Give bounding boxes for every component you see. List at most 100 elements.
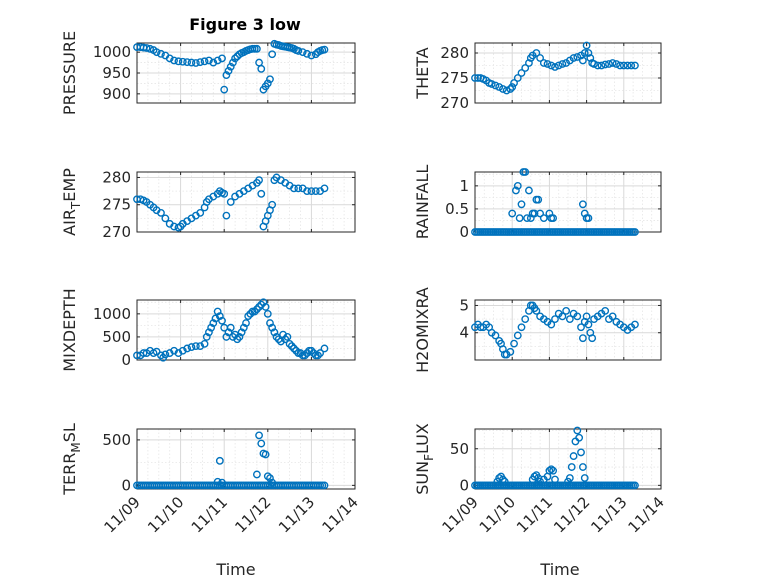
data-point [205, 328, 213, 337]
data-point [558, 312, 567, 321]
data-point [512, 186, 520, 195]
data-point [157, 209, 165, 217]
data-point [495, 474, 504, 482]
data-point [263, 309, 272, 318]
data-point [215, 312, 224, 321]
data-point [631, 228, 639, 236]
data-point [191, 342, 200, 351]
data-point [255, 431, 263, 440]
data-point [582, 41, 591, 50]
data-point [584, 214, 593, 223]
data-point [257, 300, 266, 309]
data-point [543, 60, 552, 68]
data-point [218, 54, 226, 63]
data-point [513, 74, 522, 82]
y-tick-label: 0 [459, 476, 469, 494]
data-point [133, 351, 141, 360]
axes-box [474, 42, 662, 104]
data-point [530, 209, 539, 218]
y-tick-label: 0 [121, 351, 131, 369]
data-point [307, 51, 316, 60]
data-point [178, 346, 187, 355]
data-point [495, 83, 504, 91]
data-point [268, 200, 277, 209]
y-axis-label: THETA [413, 47, 432, 99]
data-point [590, 60, 598, 68]
data-point [222, 71, 231, 79]
x-tick-label: 11/12 [550, 493, 593, 536]
data-point [569, 54, 578, 62]
data-point [314, 351, 322, 360]
data-point [146, 44, 154, 53]
data-point [178, 57, 187, 66]
data-point [605, 60, 613, 68]
data-point [266, 474, 274, 482]
x-tick-label: 11/14 [625, 493, 668, 536]
data-point [161, 214, 170, 223]
data-point [627, 61, 636, 70]
data-point [573, 426, 582, 435]
data-point [575, 433, 584, 442]
x-tick-label: 11/09 [439, 493, 482, 536]
data-point [213, 477, 222, 486]
data-point [226, 198, 235, 206]
data-point [567, 463, 576, 471]
data-point [255, 176, 263, 185]
data-point [539, 214, 548, 223]
data-point [263, 79, 272, 88]
data-point [547, 320, 556, 329]
data-point [244, 312, 253, 321]
data-point [508, 209, 517, 218]
data-point [562, 307, 571, 315]
y-tick-label: 0 [459, 223, 469, 241]
data-point [170, 56, 178, 65]
data-point [506, 85, 515, 93]
data-point [601, 60, 610, 69]
data-point [536, 54, 544, 62]
data-point [252, 470, 261, 479]
data-point [235, 333, 244, 341]
data-point [303, 49, 311, 58]
data-point [252, 44, 261, 53]
data-point [294, 184, 303, 193]
data-point [582, 312, 591, 321]
data-point [307, 187, 316, 195]
data-point [233, 335, 242, 344]
x-axis-label: Time [215, 560, 255, 579]
data-point [513, 181, 522, 190]
data-point [213, 307, 222, 316]
data-point [139, 349, 148, 357]
y-tick-label: 500 [102, 431, 131, 449]
data-point [502, 86, 511, 95]
data-point [157, 49, 165, 58]
data-point [165, 54, 174, 63]
y-tick-label: 275 [102, 196, 131, 214]
data-point [530, 472, 539, 481]
data-point [226, 323, 235, 332]
data-point [608, 312, 617, 321]
y-tick-label: 0 [121, 476, 131, 494]
data-point [215, 456, 224, 465]
data-point [281, 335, 290, 344]
data-point [231, 54, 240, 63]
data-point [229, 58, 237, 67]
data-point [270, 328, 279, 337]
data-point [196, 342, 205, 351]
y-tick-label: 950 [102, 64, 131, 82]
data-point [577, 323, 585, 332]
data-point [276, 337, 285, 346]
data-point [558, 60, 567, 68]
data-point [174, 349, 183, 357]
data-point [491, 331, 500, 340]
data-point [142, 44, 151, 52]
data-point [554, 61, 563, 70]
data-point [152, 48, 161, 57]
data-point [300, 351, 309, 360]
data-point [220, 85, 229, 94]
data-point [523, 214, 531, 223]
data-point [224, 67, 233, 75]
data-point [205, 56, 213, 65]
data-point [187, 58, 196, 67]
y-tick-label: 280 [102, 168, 131, 186]
